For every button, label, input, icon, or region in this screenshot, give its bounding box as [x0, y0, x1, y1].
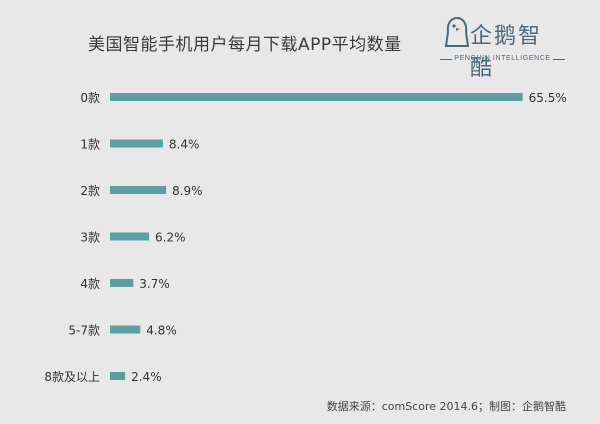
logo-text: 企鹅智酷	[470, 24, 543, 81]
chart-title: 美国智能手机用户每月下载APP平均数量	[88, 35, 402, 55]
value-label: 8.9%	[172, 184, 203, 198]
value-label: 2.4%	[131, 370, 162, 384]
bar	[110, 232, 150, 241]
category-label: 8款及以上	[44, 370, 100, 384]
category-label: 2款	[80, 184, 100, 198]
source-note: 数据来源：comScore 2014.6；制图：企鹅智酷	[326, 400, 566, 413]
value-label: 65.5%	[529, 91, 567, 105]
bar	[110, 279, 134, 287]
category-label: 3款	[80, 231, 100, 245]
category-label: 1款	[80, 138, 100, 152]
logo-subtitle: PENGUIN INTELLIGENCE	[454, 55, 551, 62]
bar	[110, 186, 167, 194]
value-label: 3.7%	[139, 277, 170, 291]
category-label: 4款	[80, 277, 100, 291]
bar	[110, 93, 523, 101]
penguin-icon	[444, 16, 470, 47]
category-label: 0款	[80, 91, 100, 105]
bar	[110, 325, 141, 334]
value-label: 4.8%	[146, 324, 177, 338]
category-label: 5-7款	[68, 324, 100, 338]
brand-logo: 企鹅智酷 PENGUIN INTELLIGENCE	[440, 16, 565, 81]
bar	[110, 372, 126, 380]
bar	[110, 139, 163, 148]
logo-rule-right	[553, 59, 565, 60]
value-label: 8.4%	[169, 138, 200, 152]
value-label: 6.2%	[155, 231, 186, 245]
logo-rule-left	[440, 59, 452, 60]
